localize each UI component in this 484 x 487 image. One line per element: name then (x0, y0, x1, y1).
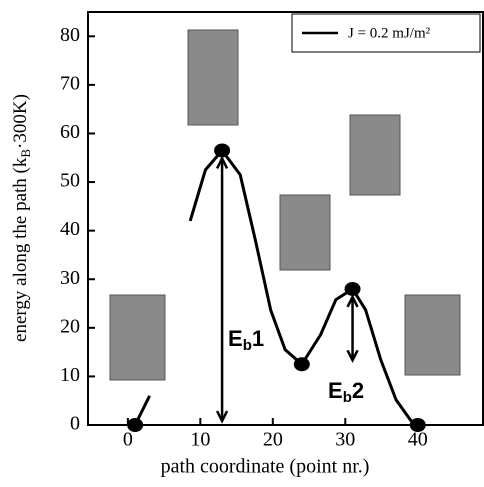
y-tick-label: 0 (70, 413, 80, 435)
inset-image (404, 294, 461, 376)
x-axis-label: path coordinate (point nr.) (161, 456, 370, 478)
insets (109, 29, 461, 381)
y-label-part: energy along the path (k (10, 157, 31, 342)
plot-frame (87, 11, 484, 426)
x-tick-label: 20 (263, 429, 283, 451)
inset-image (279, 194, 331, 271)
barrier-arrow-head (215, 155, 229, 170)
path-point (214, 143, 231, 158)
annotation-part: b (343, 389, 352, 406)
y-axis-label: energy along the path (kB·300K) (10, 94, 33, 342)
y-tick-label: 60 (60, 121, 80, 143)
barrier-arrow-head (346, 349, 359, 364)
x-tick-label: 10 (190, 429, 210, 451)
x-tick-label: 40 (408, 429, 428, 451)
annotation-part: E (228, 326, 243, 351)
path-point (409, 418, 426, 432)
inset-image (187, 29, 239, 126)
annotation: Eb1 (228, 326, 264, 354)
inset-image (349, 114, 401, 196)
annotation-part: 2 (352, 378, 364, 403)
y-tick-label: 70 (60, 72, 80, 94)
annotation-part: b (243, 337, 252, 354)
x-tick-label: 30 (335, 429, 355, 451)
y-label-part: ·300K) (10, 94, 31, 149)
y-tick-label: 50 (60, 170, 80, 192)
y-tick-label: 80 (60, 24, 80, 46)
inset-image (109, 294, 166, 381)
y-label-sub: B (18, 149, 33, 158)
annotation-part: 1 (252, 326, 264, 351)
barrier-arrow-head (346, 294, 359, 308)
path-point (293, 357, 310, 372)
annotation-part: E (328, 378, 343, 403)
y-tick-label: 10 (60, 364, 80, 386)
legend: J = 0.2 mJ/m² (291, 13, 481, 53)
path-point (344, 281, 361, 296)
x-tick-label: 0 (123, 429, 133, 451)
y-tick-label: 30 (60, 267, 80, 289)
path-point (127, 418, 144, 432)
legend-label: J = 0.2 mJ/m² (348, 25, 431, 41)
annotation: Eb2 (328, 378, 364, 406)
barrier-arrow-head (215, 410, 229, 424)
y-tick-label: 20 (60, 315, 80, 337)
y-tick-label: 40 (60, 218, 80, 240)
